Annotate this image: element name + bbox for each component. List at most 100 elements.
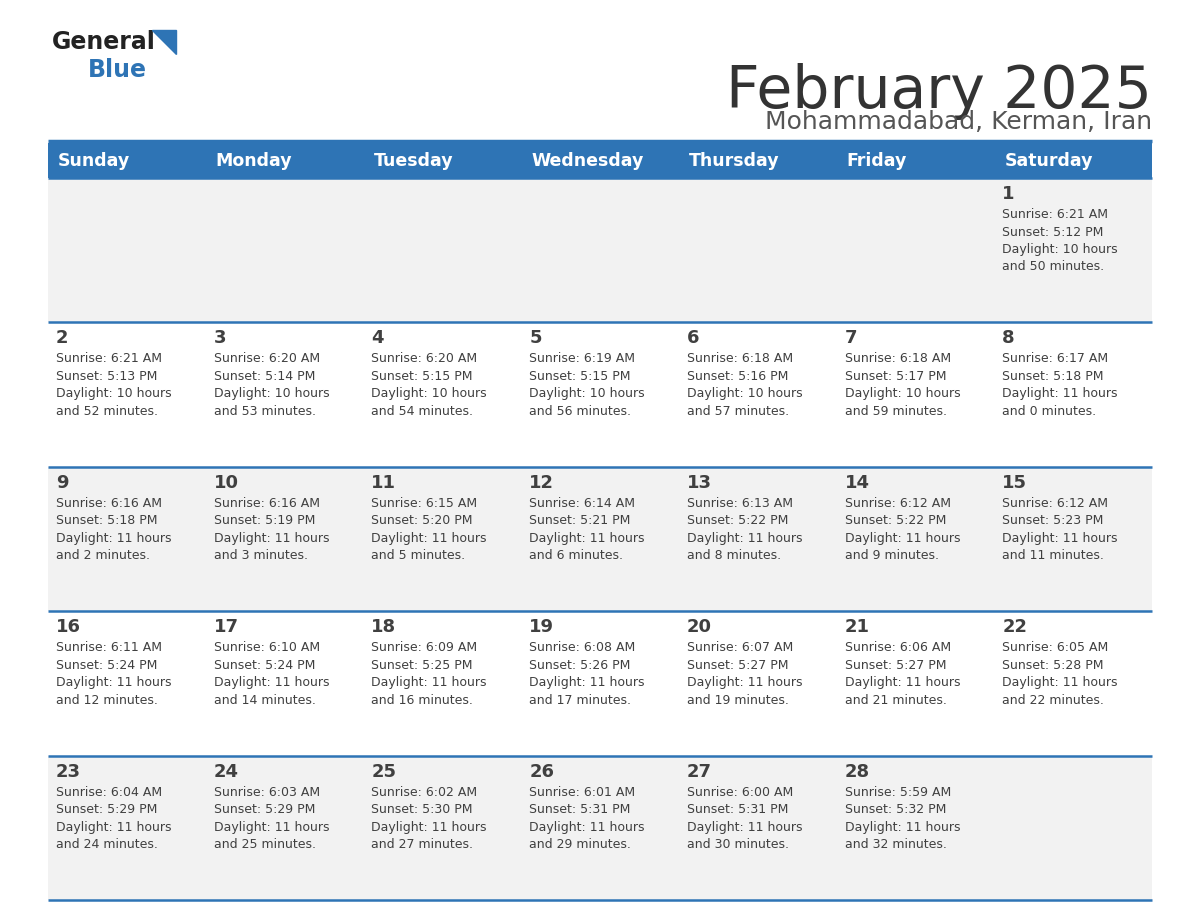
Text: Sunrise: 6:05 AM: Sunrise: 6:05 AM <box>1003 641 1108 655</box>
Text: Sunday: Sunday <box>58 151 131 170</box>
Text: 28: 28 <box>845 763 870 780</box>
Text: Daylight: 10 hours: Daylight: 10 hours <box>372 387 487 400</box>
Text: Daylight: 11 hours: Daylight: 11 hours <box>214 532 329 544</box>
Text: and 59 minutes.: and 59 minutes. <box>845 405 947 418</box>
Text: Sunset: 5:31 PM: Sunset: 5:31 PM <box>529 803 631 816</box>
Text: and 2 minutes.: and 2 minutes. <box>56 549 150 563</box>
Text: Sunrise: 6:07 AM: Sunrise: 6:07 AM <box>687 641 794 655</box>
Text: Daylight: 10 hours: Daylight: 10 hours <box>687 387 802 400</box>
Text: 8: 8 <box>1003 330 1015 347</box>
Text: 6: 6 <box>687 330 700 347</box>
Text: Sunrise: 6:21 AM: Sunrise: 6:21 AM <box>1003 208 1108 221</box>
Text: Sunset: 5:18 PM: Sunset: 5:18 PM <box>1003 370 1104 383</box>
Text: and 21 minutes.: and 21 minutes. <box>845 694 947 707</box>
Text: 23: 23 <box>56 763 81 780</box>
Text: 21: 21 <box>845 618 870 636</box>
Text: Daylight: 11 hours: Daylight: 11 hours <box>845 532 960 544</box>
Text: and 29 minutes.: and 29 minutes. <box>529 838 631 851</box>
Text: February 2025: February 2025 <box>726 63 1152 120</box>
Text: Daylight: 11 hours: Daylight: 11 hours <box>372 821 487 834</box>
Text: Sunset: 5:22 PM: Sunset: 5:22 PM <box>687 514 788 527</box>
Text: Sunset: 5:15 PM: Sunset: 5:15 PM <box>372 370 473 383</box>
Text: Sunset: 5:14 PM: Sunset: 5:14 PM <box>214 370 315 383</box>
Text: Daylight: 11 hours: Daylight: 11 hours <box>56 821 171 834</box>
Text: Sunset: 5:25 PM: Sunset: 5:25 PM <box>372 659 473 672</box>
Text: Thursday: Thursday <box>689 151 779 170</box>
Text: 16: 16 <box>56 618 81 636</box>
Text: Sunrise: 6:18 AM: Sunrise: 6:18 AM <box>845 353 950 365</box>
Text: 11: 11 <box>372 474 397 492</box>
Text: Sunset: 5:13 PM: Sunset: 5:13 PM <box>56 370 157 383</box>
Text: Sunset: 5:15 PM: Sunset: 5:15 PM <box>529 370 631 383</box>
Text: Sunset: 5:17 PM: Sunset: 5:17 PM <box>845 370 946 383</box>
Text: Sunset: 5:32 PM: Sunset: 5:32 PM <box>845 803 946 816</box>
Text: 26: 26 <box>529 763 554 780</box>
Text: 24: 24 <box>214 763 239 780</box>
Text: Daylight: 10 hours: Daylight: 10 hours <box>214 387 329 400</box>
Text: and 12 minutes.: and 12 minutes. <box>56 694 158 707</box>
Text: Sunset: 5:23 PM: Sunset: 5:23 PM <box>1003 514 1104 527</box>
Text: and 50 minutes.: and 50 minutes. <box>1003 261 1105 274</box>
Text: Sunset: 5:26 PM: Sunset: 5:26 PM <box>529 659 631 672</box>
Text: Sunset: 5:29 PM: Sunset: 5:29 PM <box>214 803 315 816</box>
Text: Daylight: 11 hours: Daylight: 11 hours <box>56 677 171 689</box>
Text: and 54 minutes.: and 54 minutes. <box>372 405 474 418</box>
Text: Daylight: 11 hours: Daylight: 11 hours <box>687 677 802 689</box>
Text: Daylight: 11 hours: Daylight: 11 hours <box>214 821 329 834</box>
Text: Sunset: 5:20 PM: Sunset: 5:20 PM <box>372 514 473 527</box>
Text: Sunset: 5:27 PM: Sunset: 5:27 PM <box>845 659 946 672</box>
Text: 9: 9 <box>56 474 69 492</box>
Text: and 30 minutes.: and 30 minutes. <box>687 838 789 851</box>
Text: Sunset: 5:24 PM: Sunset: 5:24 PM <box>214 659 315 672</box>
Text: Daylight: 10 hours: Daylight: 10 hours <box>56 387 171 400</box>
Text: 4: 4 <box>372 330 384 347</box>
Text: Sunset: 5:22 PM: Sunset: 5:22 PM <box>845 514 946 527</box>
Text: Monday: Monday <box>216 151 292 170</box>
Text: 18: 18 <box>372 618 397 636</box>
Text: 1: 1 <box>1003 185 1015 203</box>
Text: Sunset: 5:12 PM: Sunset: 5:12 PM <box>1003 226 1104 239</box>
Text: Sunrise: 6:21 AM: Sunrise: 6:21 AM <box>56 353 162 365</box>
Text: and 52 minutes.: and 52 minutes. <box>56 405 158 418</box>
Text: and 17 minutes.: and 17 minutes. <box>529 694 631 707</box>
Text: Sunrise: 6:10 AM: Sunrise: 6:10 AM <box>214 641 320 655</box>
Text: 20: 20 <box>687 618 712 636</box>
Text: Sunrise: 6:06 AM: Sunrise: 6:06 AM <box>845 641 950 655</box>
Text: Daylight: 10 hours: Daylight: 10 hours <box>1003 243 1118 256</box>
Text: Daylight: 10 hours: Daylight: 10 hours <box>845 387 960 400</box>
Text: 17: 17 <box>214 618 239 636</box>
Text: and 32 minutes.: and 32 minutes. <box>845 838 947 851</box>
Text: Sunrise: 6:11 AM: Sunrise: 6:11 AM <box>56 641 162 655</box>
Text: and 14 minutes.: and 14 minutes. <box>214 694 316 707</box>
Text: Sunset: 5:24 PM: Sunset: 5:24 PM <box>56 659 157 672</box>
Text: Daylight: 11 hours: Daylight: 11 hours <box>56 532 171 544</box>
Text: Sunset: 5:16 PM: Sunset: 5:16 PM <box>687 370 788 383</box>
Text: Sunrise: 6:03 AM: Sunrise: 6:03 AM <box>214 786 320 799</box>
Text: General: General <box>52 30 156 54</box>
Text: Daylight: 11 hours: Daylight: 11 hours <box>687 532 802 544</box>
Text: 15: 15 <box>1003 474 1028 492</box>
Text: 2: 2 <box>56 330 69 347</box>
Text: Sunrise: 6:12 AM: Sunrise: 6:12 AM <box>845 497 950 509</box>
Text: 5: 5 <box>529 330 542 347</box>
Text: Sunrise: 6:01 AM: Sunrise: 6:01 AM <box>529 786 636 799</box>
Text: Sunrise: 6:16 AM: Sunrise: 6:16 AM <box>56 497 162 509</box>
Text: Sunset: 5:19 PM: Sunset: 5:19 PM <box>214 514 315 527</box>
FancyBboxPatch shape <box>48 611 1152 756</box>
Text: Daylight: 11 hours: Daylight: 11 hours <box>529 532 645 544</box>
Text: Sunrise: 6:02 AM: Sunrise: 6:02 AM <box>372 786 478 799</box>
FancyBboxPatch shape <box>48 178 1152 322</box>
Text: and 22 minutes.: and 22 minutes. <box>1003 694 1104 707</box>
Text: Sunset: 5:28 PM: Sunset: 5:28 PM <box>1003 659 1104 672</box>
FancyBboxPatch shape <box>48 466 1152 611</box>
Text: and 53 minutes.: and 53 minutes. <box>214 405 316 418</box>
Text: Blue: Blue <box>88 58 147 82</box>
Text: Sunset: 5:31 PM: Sunset: 5:31 PM <box>687 803 788 816</box>
Text: 3: 3 <box>214 330 226 347</box>
Text: and 19 minutes.: and 19 minutes. <box>687 694 789 707</box>
Text: and 9 minutes.: and 9 minutes. <box>845 549 939 563</box>
Text: Daylight: 11 hours: Daylight: 11 hours <box>214 677 329 689</box>
Text: Sunrise: 6:12 AM: Sunrise: 6:12 AM <box>1003 497 1108 509</box>
Text: 27: 27 <box>687 763 712 780</box>
Text: Sunrise: 6:09 AM: Sunrise: 6:09 AM <box>372 641 478 655</box>
